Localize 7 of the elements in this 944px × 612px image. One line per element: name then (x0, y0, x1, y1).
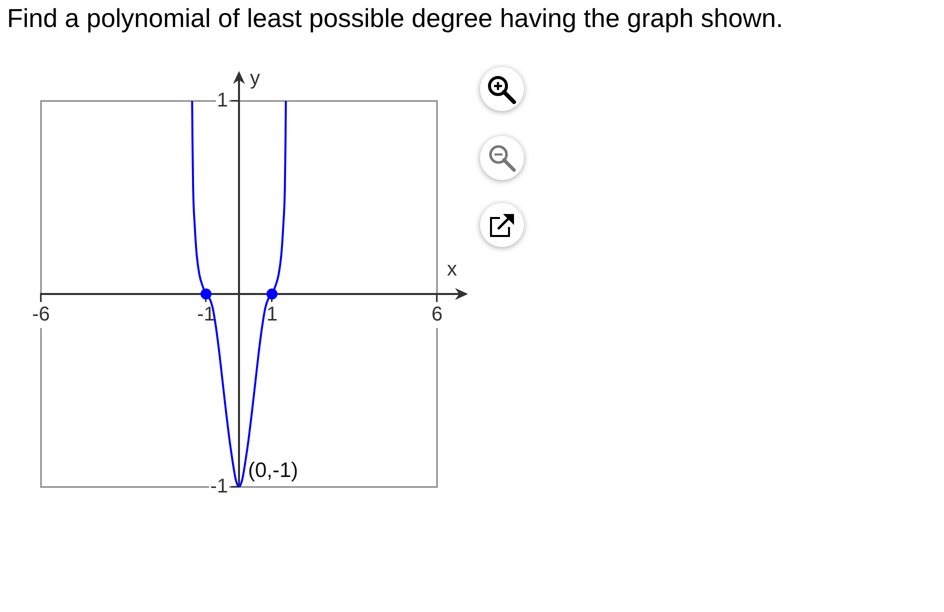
y-axis-title: y (250, 68, 260, 90)
x-tick-label: -6 (32, 304, 50, 326)
x-tick-label: 1 (266, 304, 278, 326)
x-tick-label: 6 (431, 304, 443, 326)
chart-title: Find a polynomial of least possible degree having the graph shown. (7, 2, 784, 34)
x-axis-title: x (447, 258, 457, 281)
annotation: (0,-1) (248, 458, 298, 482)
